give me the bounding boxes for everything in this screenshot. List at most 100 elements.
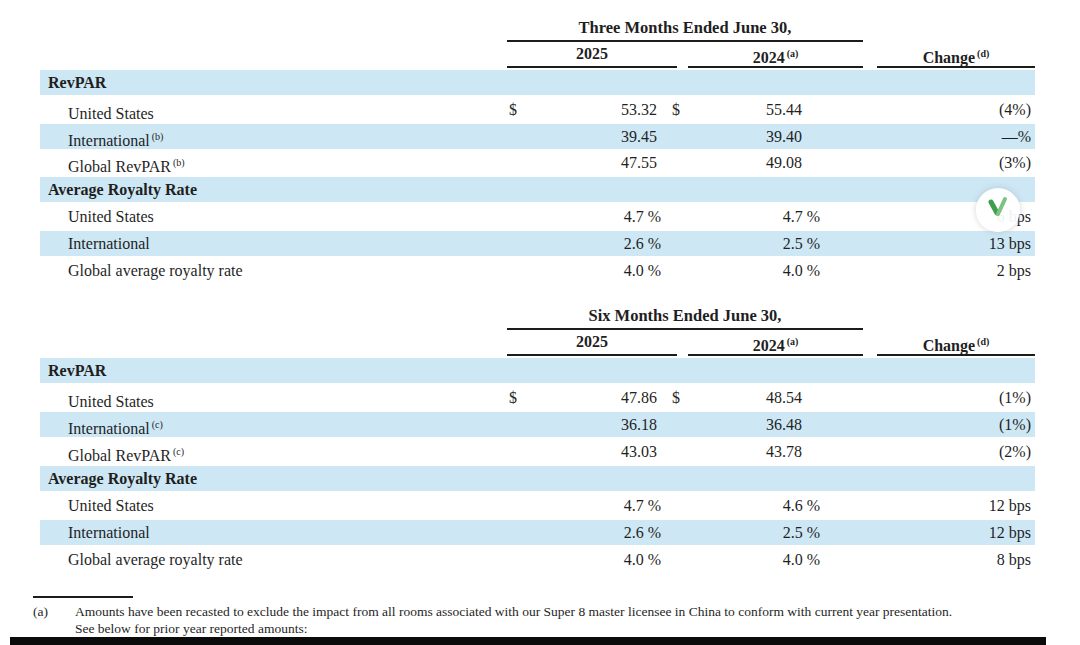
value-2024-number: 43.78 [766,443,802,460]
column-header-change: Change(d) [877,332,1035,356]
value-2025: $47.86 [507,385,677,414]
table-row: International(c) 36.18 36.48 (1%) [40,412,1035,437]
value-2025: 39.45 [507,124,677,153]
row-label-text: Global RevPAR [68,159,171,176]
value-2025-number: 2.6 % [624,524,661,541]
column-header-2025: 2025 [507,332,677,356]
green-check-badge-overlay[interactable] [976,188,1020,232]
value-2025-number: 36.18 [621,416,657,433]
value-change: 12 bps [877,520,1035,545]
value-change: (2%) [877,439,1035,468]
footnote-divider [33,596,133,598]
dollar-sign: $ [672,97,680,122]
value-2025-number: 4.7 % [624,497,661,514]
value-change: —% [877,124,1035,153]
table-row: International 2.6 % 2.5 % 13 bps [40,231,1035,256]
footnote-ref-b: (b) [173,157,185,168]
value-2025: 43.03 [507,439,677,468]
value-2025: 2.6 % [507,231,677,256]
value-2025-number: 53.32 [621,101,657,118]
footnote-ref-c: (c) [152,419,163,430]
value-2024: $48.54 [688,385,863,414]
footnote-marker: (a) [33,603,75,637]
row-label: Global average royalty rate [40,547,507,572]
table-row: United States $53.32 $55.44 (4%) [40,97,1035,122]
value-2024: 36.48 [688,412,863,441]
row-label: Global RevPAR(c) [40,439,507,468]
value-2025: 4.7 % [507,204,677,229]
table-six-months: Six Months Ended June 30, 2025 2024(a) C… [40,306,1035,572]
table-row: Global RevPAR(b) 47.55 49.08 (3%) [40,150,1035,175]
value-2025: $53.32 [507,97,677,126]
row-label-text: International [68,524,150,541]
value-2025-number: 43.03 [621,443,657,460]
row-label: International(c) [40,412,507,441]
table-row: United States 4.7 % 4.6 % 12 bps [40,493,1035,518]
footnote-ref-b: (b) [152,131,164,142]
column-header-change: Change(d) [877,44,1035,68]
value-2025: 47.55 [507,150,677,179]
table-row: Global average royalty rate 4.0 % 4.0 % … [40,547,1035,572]
value-2024-number: 55.44 [766,101,802,118]
value-2024-number: 4.0 % [783,551,820,568]
table-row: International 2.6 % 2.5 % 12 bps [40,520,1035,545]
row-label: International [40,231,507,256]
value-2025-number: 4.0 % [624,551,661,568]
dollar-sign: $ [509,385,517,410]
row-label: United States [40,385,507,414]
value-2025: 4.0 % [507,258,677,283]
page-bottom-bar [10,637,1046,645]
value-2024: 4.7 % [688,204,863,229]
row-label-text: United States [68,393,154,410]
column-header-2024-label: 2024 [753,337,785,354]
row-label-text: Global average royalty rate [68,262,243,279]
column-header-change-label: Change [923,337,975,354]
value-2024-number: 36.48 [766,416,802,433]
financial-document-page: Three Months Ended June 30, 2025 2024(a)… [0,0,1080,645]
section-header-row: RevPAR [40,358,1035,383]
value-2024: 2.5 % [688,520,863,545]
value-2024-number: 4.6 % [783,497,820,514]
value-2024: $55.44 [688,97,863,126]
value-2024-number: 39.40 [766,128,802,145]
period-header-row: Six Months Ended June 30, [40,306,1035,330]
footnote-ref-d: (d) [977,48,989,59]
table-row: Global RevPAR(c) 43.03 43.78 (2%) [40,439,1035,464]
value-2025-number: 2.6 % [624,235,661,252]
section-header-row: RevPAR [40,70,1035,95]
row-label: International(b) [40,124,507,153]
table-three-months: Three Months Ended June 30, 2025 2024(a)… [40,18,1035,283]
column-header-2025: 2025 [507,44,677,68]
green-check-icon [984,194,1012,222]
period-header: Six Months Ended June 30, [507,306,863,330]
row-label-text: Global RevPAR [68,447,171,464]
footnote-ref-a: (a) [787,48,799,59]
column-header-row: 2025 2024(a) Change(d) [40,332,1035,356]
value-2025-number: 4.7 % [624,208,661,225]
period-header-row: Three Months Ended June 30, [40,18,1035,42]
footnote-line-2: See below for prior year reported amount… [75,621,307,636]
value-2024: 4.0 % [688,258,863,283]
value-2025-number: 39.45 [621,128,657,145]
period-header: Three Months Ended June 30, [507,18,863,42]
value-2024: 39.40 [688,124,863,153]
row-label-text: United States [68,105,154,122]
row-label-text: International [68,235,150,252]
value-2025: 36.18 [507,412,677,441]
section-header-row: Average Royalty Rate [40,466,1035,491]
value-2025: 4.7 % [507,493,677,518]
value-2024-number: 2.5 % [783,524,820,541]
column-header-change-label: Change [923,49,975,66]
footnote-a: (a) Amounts have been recasted to exclud… [33,596,1035,637]
column-header-2024: 2024(a) [688,44,863,68]
column-header-2024-label: 2024 [753,49,785,66]
row-label-text: United States [68,497,154,514]
row-label: International [40,520,507,545]
value-2024: 4.6 % [688,493,863,518]
column-header-row: 2025 2024(a) Change(d) [40,44,1035,68]
table-rows: RevPAR United States $53.32 $55.44 (4%) … [40,70,1035,283]
row-label-text: United States [68,208,154,225]
footnote-ref-d: (d) [977,336,989,347]
value-2024: 49.08 [688,150,863,179]
value-2025: 4.0 % [507,547,677,572]
